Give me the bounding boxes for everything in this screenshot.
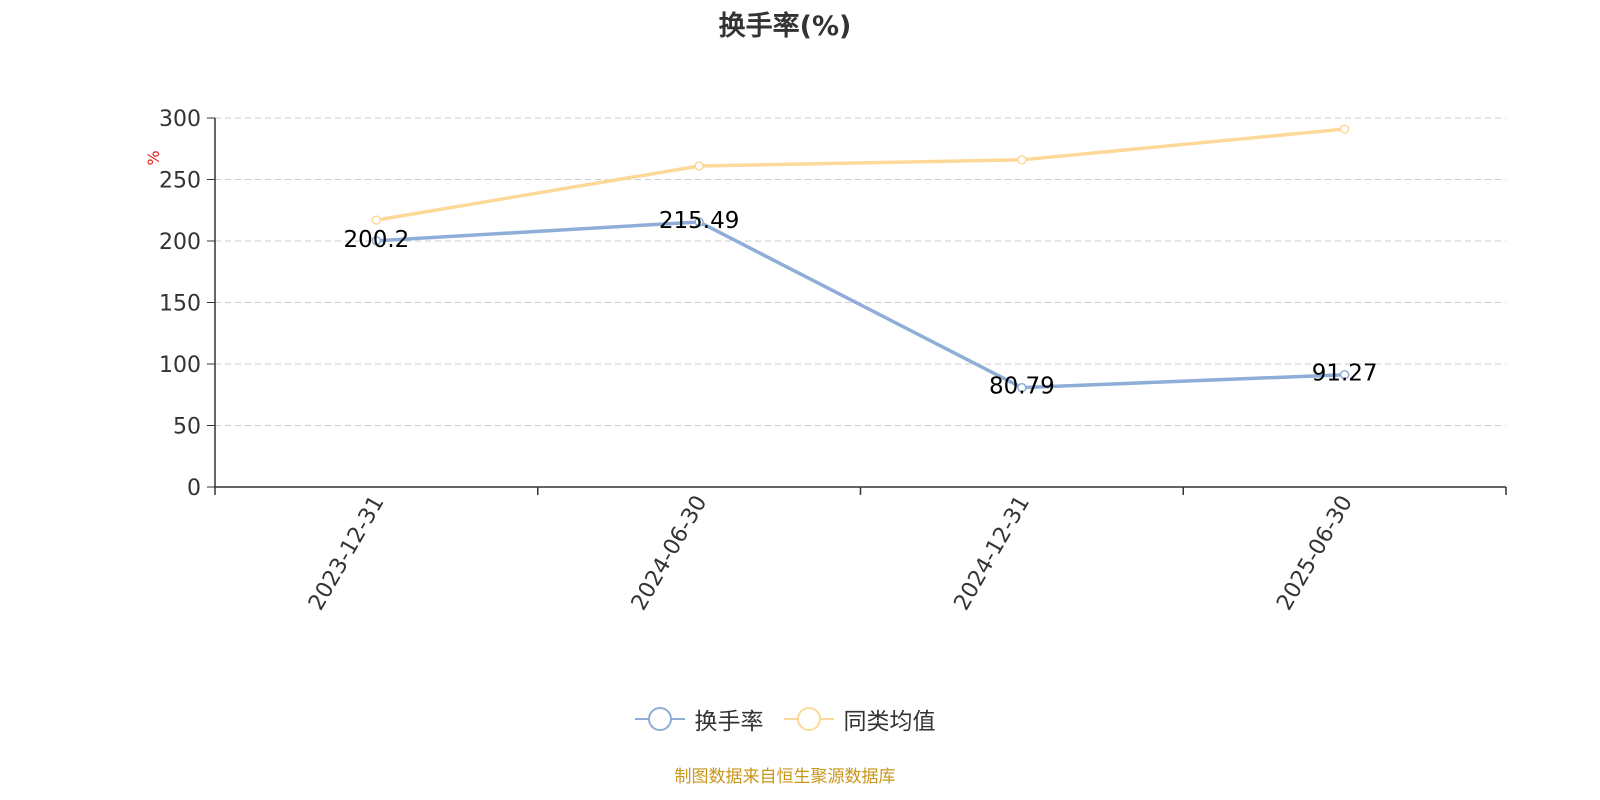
y-tick-label: 50 [173,415,201,440]
data-source-note: 制图数据来自恒生聚源数据库 [674,767,896,787]
series-point-0 [694,217,704,227]
y-tick-label: 100 [159,353,201,378]
data-label: 200.2 [343,227,409,253]
y-axis-label: % [144,150,163,165]
series-point-1 [1339,124,1350,134]
series-point-0 [1339,369,1350,380]
series-point-0 [1017,382,1027,393]
x-tick-label: 2024-06-30 [627,492,713,615]
legend-marker-peer-average [783,707,834,731]
legend-marker-turnover [634,707,685,731]
legend-item-turnover[interactable]: 换手率 [634,702,764,736]
chart-title: 换手率(%) [718,11,852,42]
series-line-0 [376,220,1345,390]
data-label: 91.27 [1312,361,1378,387]
series-point-0 [371,236,382,246]
data-label: 80.79 [989,374,1055,400]
series-point-1 [371,215,382,225]
y-tick-label: 250 [159,169,201,194]
x-tick-label: 2024-12-31 [949,492,1035,615]
x-tick-label: 2023-12-31 [304,492,390,615]
series-line-1 [376,127,1345,222]
y-tick-label: 0 [187,476,201,501]
legend-label-peer-average: 同类均值 [843,709,936,735]
x-tick-label: 2025-06-30 [1272,492,1358,615]
data-label: 215.49 [659,208,739,234]
legend-item-peer-average[interactable]: 同类均值 [783,702,936,736]
legend-label-turnover: 换手率 [694,709,764,735]
series-point-1 [1017,155,1027,165]
legend: 换手率 同类均值 [0,702,1570,736]
y-tick-label: 150 [159,292,201,317]
y-tick-label: 200 [159,230,201,255]
line-chart: 0 50 100 150 200 250 300% 2023-12-31 2024-06-30 2… [144,107,1507,615]
y-tick-label: 300 [159,107,201,132]
series-point-1 [694,161,704,171]
